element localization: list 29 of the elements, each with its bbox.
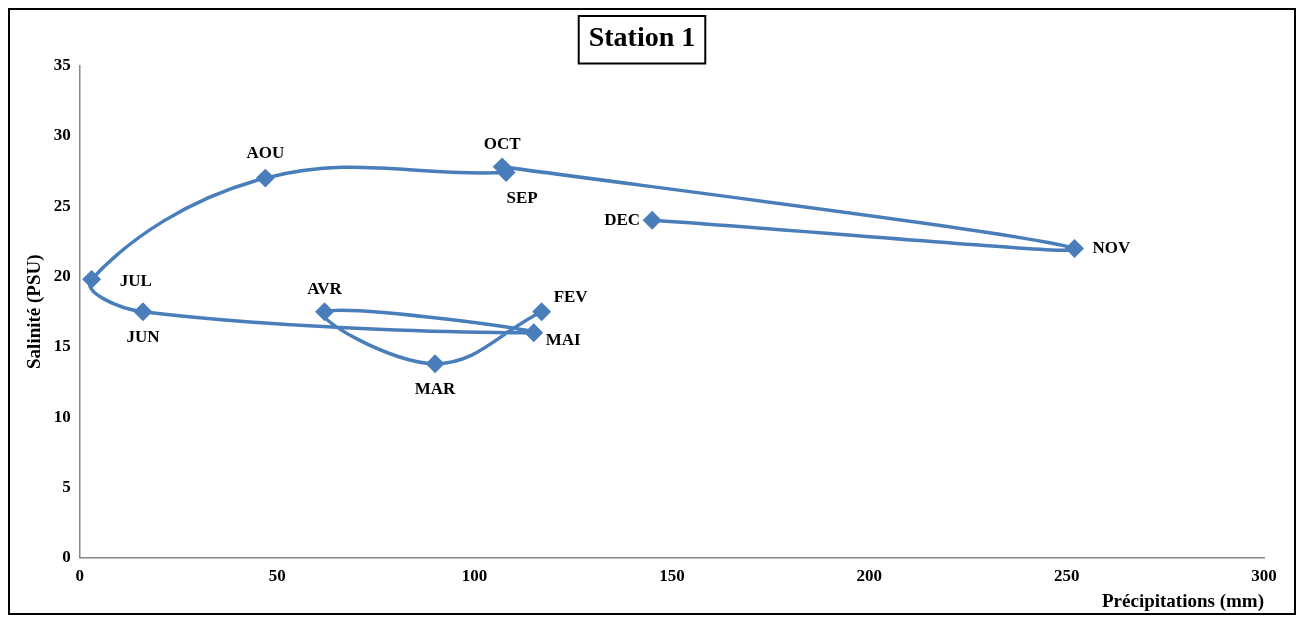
x-tick-label: 0	[75, 566, 85, 586]
y-tick-label: 25	[53, 195, 71, 215]
x-tick-label: 250	[1053, 566, 1080, 586]
x-tick-label: 100	[461, 566, 488, 586]
y-tick-label: 30	[53, 125, 71, 145]
x-tick-label: 200	[856, 566, 883, 586]
x-tick-label: 150	[659, 566, 685, 586]
annotation: DEC	[604, 209, 641, 229]
y-tick-label: 35	[53, 54, 71, 74]
x-tick-label: 50	[268, 566, 286, 586]
annotation: JUL	[119, 270, 152, 290]
annotation: MAR	[414, 379, 457, 399]
y-axis-title: Salinité (PSU)	[23, 254, 46, 369]
y-tick-label: 10	[53, 406, 71, 426]
annotation: AVR	[307, 279, 343, 299]
y-tick-label: 5	[62, 476, 71, 496]
chart-title: Station 1	[588, 21, 696, 53]
annotation: SEP	[506, 187, 538, 207]
y-tick-label: 0	[62, 547, 71, 567]
annotation: NOV	[1092, 237, 1132, 257]
annotation: JUN	[126, 327, 161, 347]
annotation: AOU	[246, 143, 285, 163]
y-tick-label: 15	[53, 336, 71, 356]
x-tick-label: 300	[1251, 566, 1277, 586]
x-axis-title: Précipitations (mm)	[1102, 589, 1264, 612]
annotation: OCT	[483, 134, 522, 154]
y-tick-label: 20	[53, 265, 71, 285]
annotation: FEV	[553, 287, 589, 307]
annotation: MAI	[545, 330, 582, 350]
